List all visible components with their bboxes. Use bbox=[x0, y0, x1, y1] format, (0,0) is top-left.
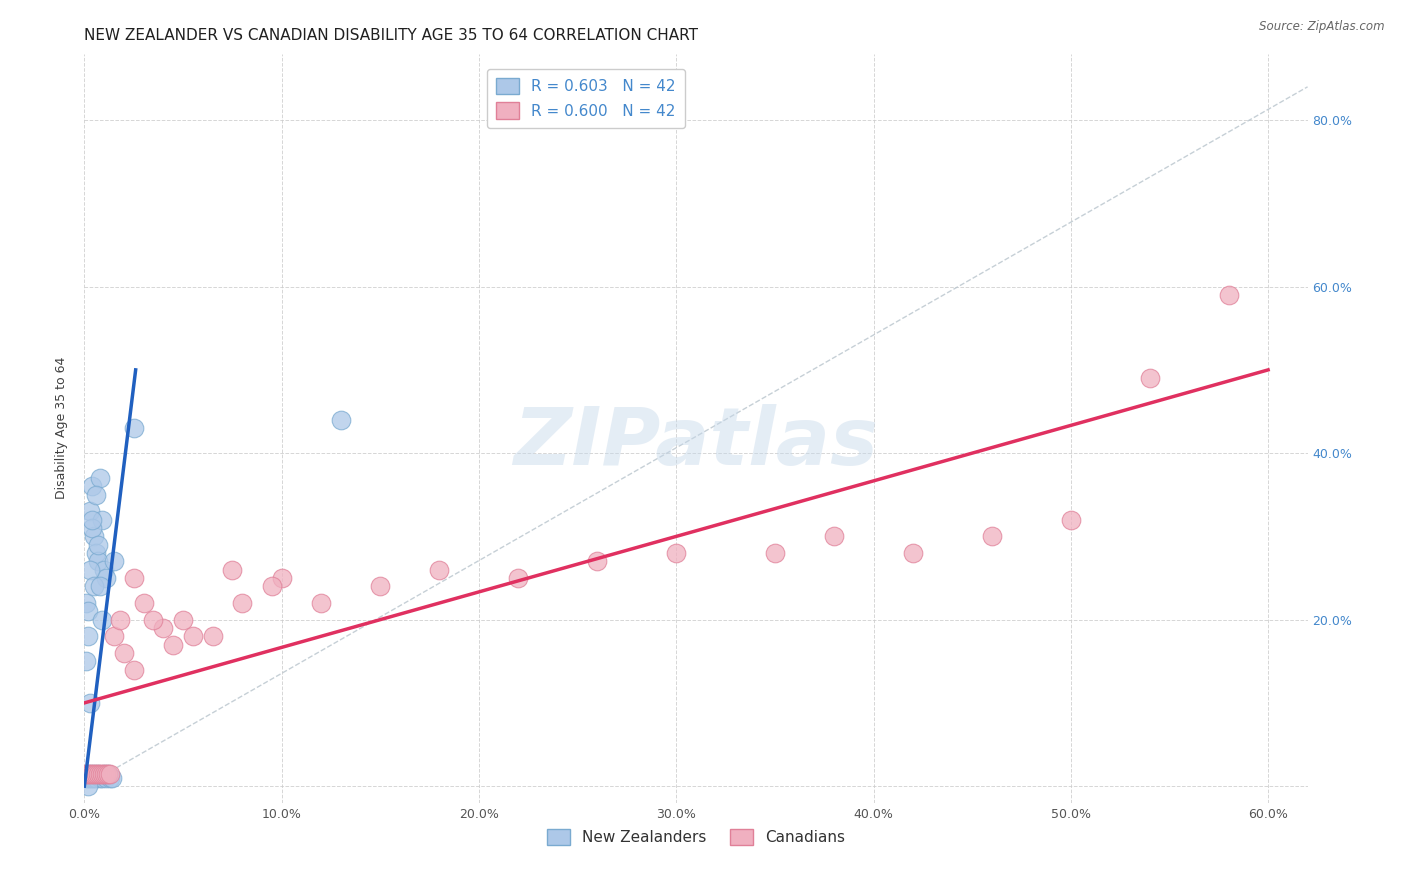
Point bbox=[172, 613, 194, 627]
Point bbox=[980, 529, 1002, 543]
Point bbox=[75, 596, 97, 610]
Point bbox=[87, 766, 110, 780]
Point bbox=[260, 579, 283, 593]
Point bbox=[586, 554, 609, 568]
Point bbox=[98, 771, 121, 785]
Point bbox=[77, 766, 100, 780]
Point bbox=[77, 604, 100, 618]
Point bbox=[103, 629, 125, 643]
Point bbox=[97, 766, 120, 780]
Point bbox=[82, 766, 104, 780]
Point bbox=[89, 771, 111, 785]
Point bbox=[221, 563, 243, 577]
Point bbox=[763, 546, 786, 560]
Point bbox=[89, 766, 111, 780]
Point bbox=[665, 546, 688, 560]
Point bbox=[83, 766, 105, 780]
Point bbox=[79, 766, 101, 780]
Point bbox=[108, 613, 131, 627]
Point bbox=[79, 766, 101, 780]
Point bbox=[329, 413, 352, 427]
Point bbox=[1139, 371, 1161, 385]
Point bbox=[84, 771, 107, 785]
Point bbox=[75, 771, 97, 785]
Point bbox=[429, 563, 451, 577]
Point bbox=[75, 766, 97, 780]
Point bbox=[82, 479, 104, 493]
Point bbox=[93, 766, 115, 780]
Point bbox=[201, 629, 224, 643]
Point bbox=[93, 766, 115, 780]
Point bbox=[87, 538, 110, 552]
Point bbox=[83, 766, 105, 780]
Point bbox=[75, 654, 97, 668]
Point bbox=[368, 579, 391, 593]
Point bbox=[89, 579, 111, 593]
Point bbox=[91, 771, 114, 785]
Point bbox=[93, 563, 115, 577]
Point bbox=[142, 613, 165, 627]
Point bbox=[94, 571, 117, 585]
Text: ZIPatlas: ZIPatlas bbox=[513, 404, 879, 483]
Point bbox=[823, 529, 845, 543]
Point bbox=[101, 771, 124, 785]
Point bbox=[1060, 513, 1083, 527]
Point bbox=[87, 554, 110, 568]
Point bbox=[270, 571, 292, 585]
Point bbox=[181, 629, 204, 643]
Y-axis label: Disability Age 35 to 64: Disability Age 35 to 64 bbox=[55, 357, 69, 500]
Point bbox=[91, 513, 114, 527]
Point bbox=[84, 488, 107, 502]
Point bbox=[103, 554, 125, 568]
Text: Source: ZipAtlas.com: Source: ZipAtlas.com bbox=[1260, 20, 1385, 33]
Point bbox=[77, 771, 100, 785]
Point bbox=[112, 646, 135, 660]
Point bbox=[84, 546, 107, 560]
Point bbox=[132, 596, 155, 610]
Point bbox=[508, 571, 530, 585]
Point bbox=[79, 771, 101, 785]
Point bbox=[79, 504, 101, 518]
Point bbox=[309, 596, 332, 610]
Point bbox=[83, 579, 105, 593]
Point bbox=[94, 766, 117, 780]
Point bbox=[91, 766, 114, 780]
Point bbox=[97, 766, 120, 780]
Point bbox=[98, 766, 121, 780]
Point bbox=[91, 613, 114, 627]
Text: NEW ZEALANDER VS CANADIAN DISABILITY AGE 35 TO 64 CORRELATION CHART: NEW ZEALANDER VS CANADIAN DISABILITY AGE… bbox=[84, 28, 699, 43]
Point bbox=[82, 513, 104, 527]
Point bbox=[89, 471, 111, 485]
Point bbox=[77, 629, 100, 643]
Point bbox=[122, 663, 145, 677]
Point bbox=[83, 529, 105, 543]
Point bbox=[94, 771, 117, 785]
Point bbox=[162, 638, 184, 652]
Point bbox=[83, 771, 105, 785]
Point bbox=[84, 766, 107, 780]
Point bbox=[87, 766, 110, 780]
Point bbox=[122, 571, 145, 585]
Point bbox=[152, 621, 174, 635]
Point bbox=[79, 563, 101, 577]
Point bbox=[82, 521, 104, 535]
Point bbox=[122, 421, 145, 435]
Point bbox=[82, 771, 104, 785]
Point bbox=[901, 546, 924, 560]
Point bbox=[77, 779, 100, 793]
Point bbox=[79, 696, 101, 710]
Point bbox=[1218, 288, 1240, 302]
Legend: New Zealanders, Canadians: New Zealanders, Canadians bbox=[541, 822, 851, 851]
Point bbox=[231, 596, 253, 610]
